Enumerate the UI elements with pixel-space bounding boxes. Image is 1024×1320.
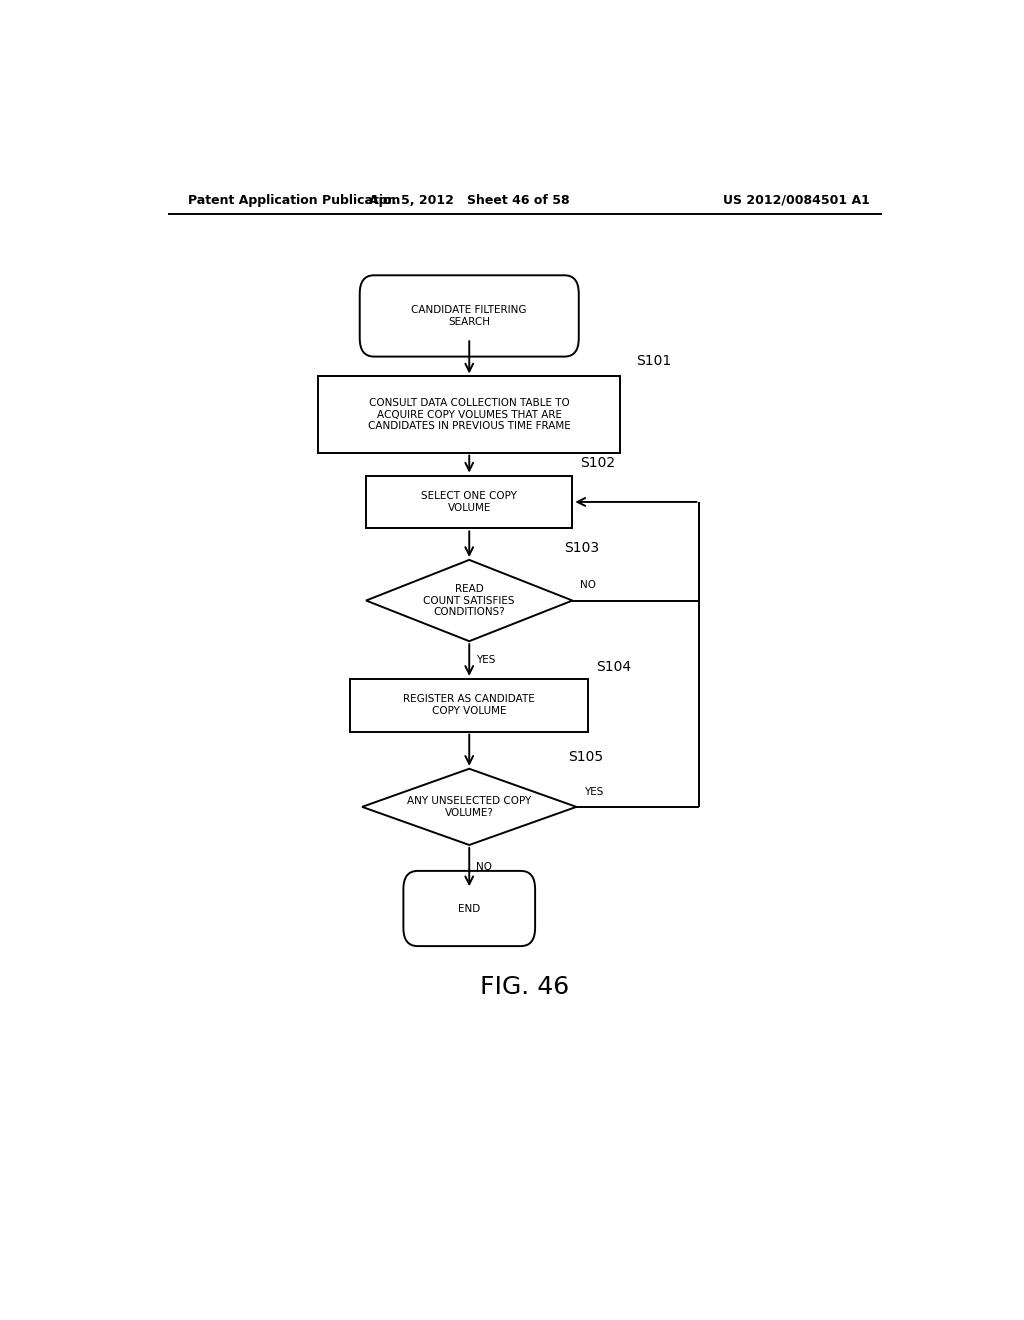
Text: Apr. 5, 2012   Sheet 46 of 58: Apr. 5, 2012 Sheet 46 of 58 (369, 194, 569, 207)
Polygon shape (367, 560, 572, 642)
Text: ANY UNSELECTED COPY
VOLUME?: ANY UNSELECTED COPY VOLUME? (408, 796, 531, 817)
Text: S105: S105 (568, 750, 603, 764)
Bar (318, 376, 621, 453)
FancyBboxPatch shape (403, 871, 536, 946)
Text: FIG. 46: FIG. 46 (480, 974, 569, 999)
Text: YES: YES (475, 655, 495, 665)
Text: CONSULT DATA COLLECTION TABLE TO
ACQUIRE COPY VOLUMES THAT ARE
CANDIDATES IN PRE: CONSULT DATA COLLECTION TABLE TO ACQUIRE… (368, 397, 570, 432)
Polygon shape (362, 768, 577, 845)
Text: REGISTER AS CANDIDATE
COPY VOLUME: REGISTER AS CANDIDATE COPY VOLUME (403, 694, 536, 715)
Text: YES: YES (585, 787, 604, 797)
Text: US 2012/0084501 A1: US 2012/0084501 A1 (723, 194, 870, 207)
Text: NO: NO (581, 581, 596, 590)
Text: CANDIDATE FILTERING
SEARCH: CANDIDATE FILTERING SEARCH (412, 305, 527, 327)
Text: NO: NO (475, 862, 492, 873)
Text: END: END (458, 903, 480, 913)
Text: READ
COUNT SATISFIES
CONDITIONS?: READ COUNT SATISFIES CONDITIONS? (424, 583, 515, 618)
Text: SELECT ONE COPY
VOLUME: SELECT ONE COPY VOLUME (421, 491, 517, 512)
Bar (367, 475, 572, 528)
Bar (350, 678, 588, 731)
FancyBboxPatch shape (359, 276, 579, 356)
Text: S102: S102 (581, 457, 615, 470)
Text: S103: S103 (564, 541, 600, 554)
Text: Patent Application Publication: Patent Application Publication (187, 194, 400, 207)
Text: S101: S101 (636, 354, 671, 368)
Text: S104: S104 (596, 660, 632, 673)
